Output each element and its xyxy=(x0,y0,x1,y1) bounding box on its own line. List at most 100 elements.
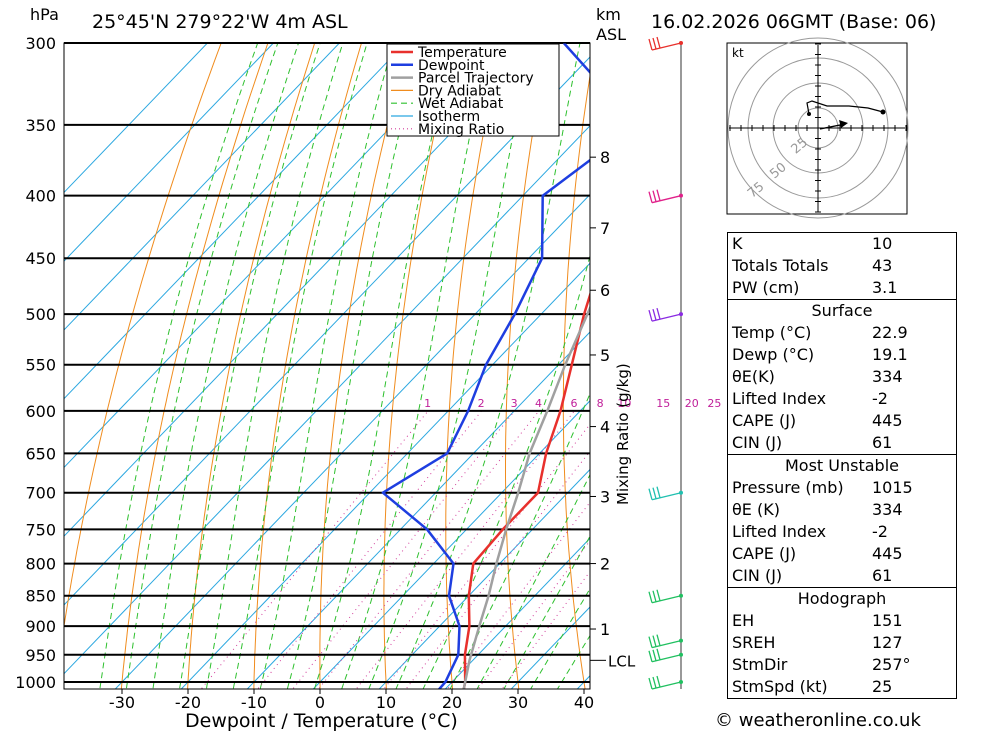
wind-barb-shaft xyxy=(651,195,682,204)
wind-barb-feather xyxy=(648,650,653,662)
row-surface-cape: CAPE (J) 445 xyxy=(732,411,903,430)
wet-adiabat-line xyxy=(395,43,581,689)
row-surface-theta: θE(K) 334 xyxy=(732,367,903,386)
legend-item: Parcel Trajectory xyxy=(418,71,534,87)
legend-item: Isotherm xyxy=(418,109,480,125)
plot-frame xyxy=(63,42,591,690)
row-surface-li: Lifted Index -2 xyxy=(732,389,888,408)
series-parcel-trajectory xyxy=(462,304,590,689)
legend-item: Mixing Ratio xyxy=(418,122,504,138)
legend-item: Dry Adiabat xyxy=(418,83,501,99)
dry-adiabat-line xyxy=(619,6,655,708)
pressure-label-500: 500 xyxy=(25,305,56,324)
km-label-6: 6 xyxy=(600,281,610,300)
pressure-label-850: 850 xyxy=(25,587,56,606)
dry-adiabat-line xyxy=(445,43,503,689)
wind-barb-feather xyxy=(652,487,657,499)
wind-barb-feather xyxy=(656,189,661,201)
wind-barb-feather xyxy=(652,649,657,661)
pressure-label-1000: 1000 xyxy=(15,673,56,692)
wind-barb-shaft xyxy=(651,42,682,51)
wind-barb xyxy=(648,486,683,501)
wind-barb-feather xyxy=(652,37,657,50)
legend-item: Wet Adiabat xyxy=(418,96,504,112)
dry-adiabat-line xyxy=(64,43,222,630)
mixing-ratio-tick: 2 xyxy=(478,397,485,410)
row-sreh: SREH 127 xyxy=(732,633,903,652)
pressure-label-350: 350 xyxy=(25,116,56,135)
wind-barb xyxy=(648,675,683,690)
pressure-label-650: 650 xyxy=(25,444,56,463)
dry-adiabat-line xyxy=(969,6,1000,708)
row-mu-li: Lifted Index -2 xyxy=(732,522,888,541)
wind-barb xyxy=(648,36,683,51)
mixing-ratio-tick: 25 xyxy=(707,397,721,410)
pressure-label-450: 450 xyxy=(25,249,56,268)
dry-adiabat-line xyxy=(187,43,316,689)
wind-barb-feather xyxy=(648,309,653,322)
mixing-ratio-line xyxy=(257,410,482,689)
row-k: K 10 xyxy=(732,234,893,253)
dry-adiabat-line xyxy=(562,72,590,689)
mixing-ratio-line xyxy=(446,501,590,689)
wind-barb xyxy=(648,589,683,604)
x-axis-label: Dewpoint / Temperature (°C) xyxy=(185,710,458,732)
dry-adiabat-line xyxy=(120,43,269,689)
pressure-label-600: 600 xyxy=(25,402,56,421)
mixing-ratio-tick: 8 xyxy=(597,397,604,410)
mixing-ratio-line xyxy=(355,410,575,689)
wind-barb-feather xyxy=(656,648,661,660)
pressure-label-400: 400 xyxy=(25,187,56,206)
km-label-5: 5 xyxy=(600,346,610,365)
hodograph-unit: kt xyxy=(732,46,744,60)
isotherm-line xyxy=(312,400,590,689)
wind-barb xyxy=(648,307,683,322)
row-mu-cape: CAPE (J) 445 xyxy=(732,544,903,563)
x-tick-label: 0 xyxy=(315,693,325,712)
dry-adiabat-line xyxy=(505,43,550,689)
lcl-label: LCL xyxy=(608,652,636,670)
wind-barb-shaft xyxy=(651,313,682,322)
wind-barb-shaft xyxy=(651,654,682,663)
pressure-label-550: 550 xyxy=(25,356,56,375)
wind-barb-shaft xyxy=(651,639,682,649)
mixing-ratio-tick: 3 xyxy=(511,397,518,410)
km-label-1: 1 xyxy=(600,620,610,639)
asl-label: ASL xyxy=(596,25,626,44)
km-label-2: 2 xyxy=(600,555,610,574)
section-surface: Surface xyxy=(728,299,956,322)
wind-barb-feather xyxy=(648,591,653,603)
indices-table: K 10 Totals Totals 43 PW (cm) 3.1 Surface T… xyxy=(727,232,957,699)
section-hodograph: Hodograph xyxy=(728,587,956,610)
wind-barb-feather xyxy=(648,636,653,648)
row-stmdir: StmDir 257° xyxy=(732,655,911,674)
pressure-label-700: 700 xyxy=(25,484,56,503)
isotherm-line xyxy=(444,537,590,689)
pressure-label-950: 950 xyxy=(25,646,56,665)
wind-barb-shaft xyxy=(651,595,682,604)
wind-barb-feather xyxy=(656,486,661,498)
sounding-series xyxy=(381,43,590,689)
x-tick-label: 20 xyxy=(442,693,462,712)
isotherm-line xyxy=(64,43,275,262)
wet-adiabat-line xyxy=(313,43,455,689)
row-mu-pressure: Pressure (mb) 1015 xyxy=(732,478,913,497)
isotherm-line xyxy=(180,262,590,689)
mixing-ratio-line xyxy=(317,410,540,689)
wet-adiabat-line xyxy=(422,253,590,689)
row-mu-cin: CIN (J) 61 xyxy=(732,566,893,585)
legend-item: Dewpoint xyxy=(418,58,485,74)
wind-barb-feather xyxy=(648,191,653,203)
mixing-ratio-tick: 10 xyxy=(617,397,631,410)
dry-adiabat-line xyxy=(319,43,409,689)
x-tick-label: -10 xyxy=(241,693,267,712)
series-dewpoint xyxy=(381,43,590,689)
isotherm-line xyxy=(114,193,590,689)
mixing-ratio-line xyxy=(477,539,590,689)
mixing-ratio-line xyxy=(200,410,429,689)
datetime-title: 16.02.2026 06GMT (Base: 06) xyxy=(651,11,936,33)
isotherm-line xyxy=(64,43,407,400)
row-surface-cin: CIN (J) 61 xyxy=(732,433,893,452)
series-temperature xyxy=(462,290,590,689)
